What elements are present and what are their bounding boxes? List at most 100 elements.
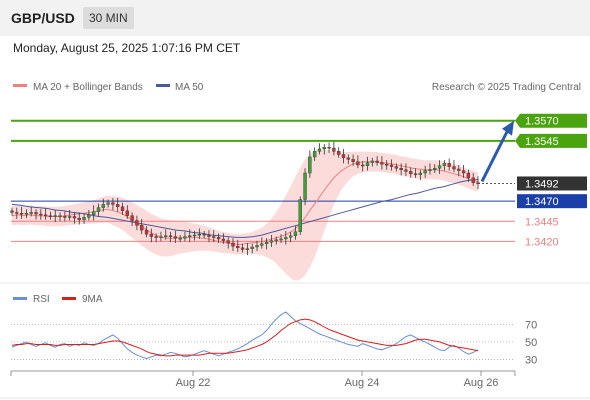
- candle-body: [365, 162, 370, 166]
- candle-body: [130, 215, 134, 221]
- candle-body: [409, 171, 413, 175]
- candle-body: [461, 170, 466, 174]
- candle-body: [43, 214, 48, 217]
- level-label-1-3445: 1.3445: [525, 216, 559, 228]
- candle-body: [236, 246, 240, 249]
- ma20-legend-swatch: [13, 84, 27, 87]
- candle-body: [322, 147, 326, 150]
- instrument-title: GBP/USD: [11, 10, 75, 26]
- candle-body: [413, 173, 418, 176]
- timeframe-button[interactable]: 30 MIN: [83, 7, 134, 29]
- projection-arrow-head: [502, 120, 514, 136]
- candle-body: [341, 154, 346, 158]
- candle-body: [264, 241, 269, 245]
- 9ma-line: [11, 318, 479, 357]
- candle-body: [447, 163, 451, 167]
- candle-body: [385, 163, 389, 166]
- candle-body: [82, 217, 86, 220]
- rsi-tick-label-50: 50: [525, 337, 537, 349]
- candle-body: [428, 169, 432, 172]
- x-axis-label: Aug 22: [176, 377, 211, 389]
- candle-body: [284, 237, 288, 240]
- top-bar: GBP/USD 30 MIN: [0, 0, 590, 36]
- candle-body: [87, 214, 91, 218]
- candle-body: [111, 202, 115, 205]
- candle-body: [317, 148, 322, 152]
- rsi-legend-swatch: [13, 297, 27, 300]
- candle-body: [240, 247, 245, 250]
- rsi-tick-label-70: 70: [525, 319, 537, 331]
- rsi-legend-label: RSI: [33, 294, 50, 305]
- rsi-line: [11, 311, 479, 360]
- candle-body: [361, 164, 365, 167]
- candle-body: [72, 216, 77, 219]
- x-axis-label: Aug 24: [345, 377, 380, 389]
- candle-body: [380, 162, 384, 165]
- candle-body: [183, 236, 187, 239]
- candles: [10, 141, 480, 256]
- candle-body: [154, 236, 158, 238]
- candle-body: [346, 157, 350, 160]
- rsi-tick-label-30: 30: [525, 354, 537, 366]
- candle-body: [356, 161, 360, 166]
- candle-body: [423, 170, 427, 174]
- candle-body: [231, 242, 235, 247]
- ma50-legend-label: MA 50: [175, 82, 204, 93]
- candle-body: [91, 211, 96, 216]
- candle-body: [337, 151, 341, 155]
- candle-body: [168, 235, 173, 237]
- candle-body: [178, 237, 182, 240]
- candle-body: [212, 236, 216, 238]
- candle-body: [197, 233, 202, 236]
- candle-body: [298, 199, 302, 232]
- projection-arrow: [480, 131, 509, 183]
- level-tag-1-3545: [515, 133, 587, 148]
- candle-body: [192, 234, 197, 237]
- candle-body: [433, 167, 437, 171]
- candle-body: [466, 172, 471, 179]
- candle-body: [120, 206, 125, 212]
- level-label-1-3420: 1.3420: [525, 236, 559, 248]
- level-label-1-3492: 1.3492: [525, 178, 559, 190]
- candle-body: [351, 159, 355, 162]
- candle-body: [394, 166, 399, 169]
- candle-body: [188, 235, 192, 237]
- candle-body: [125, 210, 129, 216]
- candle-body: [370, 160, 374, 163]
- candle-body: [53, 215, 57, 217]
- candle-body: [77, 217, 81, 220]
- candle-body: [48, 215, 53, 217]
- ma9-legend-label: 9MA: [82, 294, 103, 305]
- candle-body: [471, 177, 475, 183]
- candle-body: [67, 216, 72, 218]
- ma50-legend-swatch: [156, 84, 170, 87]
- copyright-text: Research © 2025 Trading Central: [432, 82, 581, 93]
- candle-body: [308, 156, 312, 174]
- candle-body: [39, 213, 43, 216]
- level-label-1-3470: 1.3470: [525, 196, 559, 208]
- candle-body: [164, 235, 168, 237]
- level-label-1-3545: 1.3545: [525, 136, 559, 148]
- candle-body: [375, 160, 379, 163]
- candle-body: [476, 182, 480, 184]
- candle-body: [10, 210, 14, 213]
- candle-body: [159, 236, 163, 238]
- candle-body: [437, 165, 442, 169]
- candle-body: [101, 204, 105, 208]
- candle-body: [260, 243, 264, 246]
- candle-body: [404, 169, 408, 172]
- candle-body: [135, 220, 139, 226]
- candle-body: [269, 240, 274, 243]
- candle-body: [418, 172, 423, 175]
- candle-body: [106, 202, 110, 205]
- level-tag-1-3492: [517, 176, 587, 191]
- level-tag-1-3470: [517, 194, 587, 209]
- candle-body: [279, 238, 283, 241]
- candle-body: [293, 231, 298, 236]
- candle-body: [389, 164, 394, 167]
- candle-body: [245, 248, 250, 250]
- ma20-line: [11, 161, 479, 246]
- candle-body: [274, 239, 278, 241]
- candle-body: [226, 240, 230, 244]
